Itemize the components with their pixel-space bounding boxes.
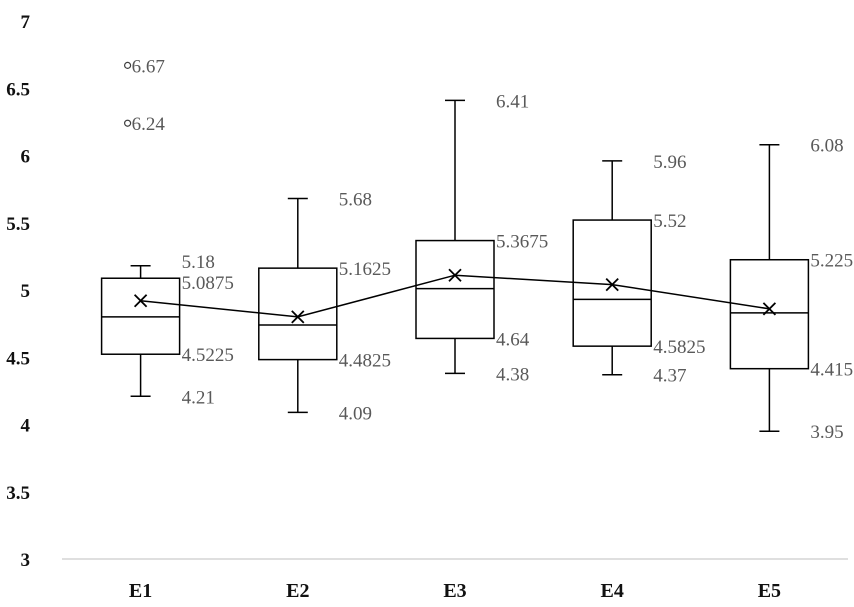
q1-label: 4.4825: [339, 351, 391, 372]
q1-label: 4.5225: [182, 345, 234, 366]
q3-label: 5.225: [810, 251, 853, 272]
outlier-point: [123, 61, 132, 69]
q3-label: 5.52: [653, 211, 686, 232]
outlier-label: 6.24: [132, 114, 166, 135]
y-tick-label: 4.5: [6, 348, 30, 369]
value-labels: 6.24 6.67 5.185.0875 4.5225 4.21 5.68 5.1625 4.…: [132, 56, 854, 443]
q3-label: 5.0875: [182, 273, 234, 294]
y-tick-label: 3.5: [6, 483, 30, 504]
y-tick-label: 6: [21, 147, 31, 168]
max-label: 5.96: [653, 152, 686, 173]
x-category-label: E1: [129, 580, 152, 602]
outlier-point: [123, 119, 132, 127]
mean-connector-line: [140, 274, 770, 318]
iqr-box: [572, 219, 652, 347]
min-label: 4.09: [339, 403, 372, 424]
y-tick-label: 6.5: [6, 79, 30, 100]
box-series: [100, 61, 810, 432]
x-category-label: E4: [601, 580, 624, 602]
min-label: 4.21: [182, 387, 215, 408]
iqr-box: [729, 258, 810, 370]
x-category-label: E3: [443, 580, 466, 602]
q1-label: 4.64: [496, 329, 530, 350]
q3-label: 5.1625: [339, 259, 391, 280]
q1-label: 4.5825: [653, 337, 705, 358]
x-axis-category-labels: E1 E2 E3 E4 E5: [129, 580, 781, 602]
y-axis-tick-labels: 3 3.5 4 4.5 5 5.5 6 6.5 7: [6, 12, 30, 571]
outlier-label: 6.67: [132, 56, 165, 77]
y-tick-label: 4: [21, 416, 31, 437]
y-tick-label: 3: [21, 550, 31, 571]
x-category-label: E5: [758, 580, 781, 602]
max-label: 5.68: [339, 190, 372, 211]
max-label: 6.41: [496, 91, 529, 112]
min-label: 4.37: [653, 366, 686, 387]
min-label: 3.95: [810, 422, 843, 443]
y-tick-label: 5.5: [6, 214, 30, 235]
max-label: 5.18: [182, 252, 215, 273]
y-tick-label: 5: [21, 281, 31, 302]
y-tick-label: 7: [21, 12, 31, 33]
q3-label: 5.3675: [496, 232, 548, 253]
iqr-box: [415, 239, 495, 340]
x-category-label: E2: [286, 580, 309, 602]
min-label: 4.38: [496, 364, 529, 385]
max-label: 6.08: [810, 136, 843, 157]
q1-label: 4.415: [810, 360, 853, 381]
